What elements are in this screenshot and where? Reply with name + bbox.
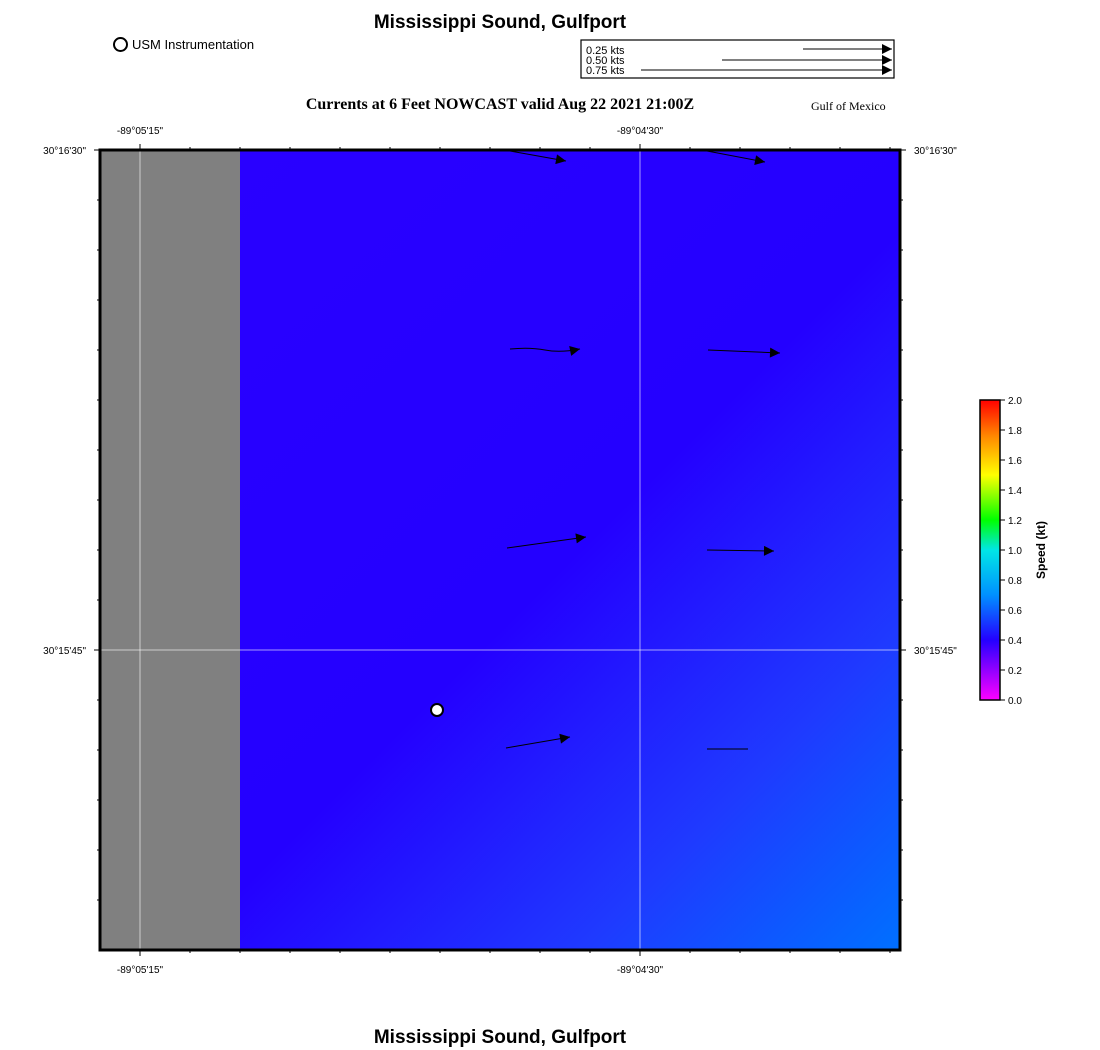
colorbar-tick-label: 0.2	[1008, 666, 1022, 677]
lat-label-right-1: 30°16'30"	[914, 146, 957, 157]
colorbar-tick-label: 1.0	[1008, 546, 1022, 557]
map-frame: -89°05'15" -89°04'30" -89°05'15" -89°04'…	[43, 126, 957, 976]
colorbar-tick-label: 0.0	[1008, 696, 1022, 707]
colorbar-tick-label: 1.8	[1008, 426, 1022, 437]
current-arrow	[505, 733, 571, 749]
map-title: Currents at 6 Feet NOWCAST valid Aug 22 …	[305, 96, 695, 113]
colorbar-tick-label: 1.6	[1008, 456, 1022, 467]
lat-label-left-2: 30°15'45"	[43, 646, 86, 657]
lat-label-right-2: 30°15'45"	[914, 646, 957, 657]
lon-label-top-2: -89°04'30"	[617, 126, 664, 137]
station-marker-icon	[113, 37, 128, 52]
speed-colorbar: 0.0 0.2 0.4 0.6 0.8 1.0 1.2 1.4 1.6 1.8 2.0	[979, 396, 1022, 707]
colorbar-scale	[979, 399, 1001, 701]
current-arrow	[509, 150, 567, 165]
colorbar-tick-label: 0.8	[1008, 576, 1022, 587]
station-legend-label: USM Instrumentation	[132, 37, 255, 52]
scale-label-075: 0.75 kts	[586, 65, 625, 77]
lon-label-top-1: -89°05'15"	[117, 126, 164, 137]
colorbar-tick-label: 1.4	[1008, 486, 1022, 497]
current-arrow	[506, 533, 587, 549]
vector-scale-legend: 0.25 kts 0.50 kts 0.75 kts	[580, 39, 895, 79]
lat-label-left-1: 30°16'30"	[43, 146, 86, 157]
colorbar-tick-label: 2.0	[1008, 396, 1022, 407]
colorbar-tick-label: 0.4	[1008, 636, 1022, 647]
colorbar-tick-label: 0.6	[1008, 606, 1022, 617]
map-ticks	[94, 144, 906, 956]
station-legend: USM Instrumentation	[113, 37, 254, 52]
usm-station-marker[interactable]	[430, 703, 444, 717]
scale-label-050: 0.50 kts	[586, 55, 625, 67]
footer-title: Mississippi Sound, Gulfport	[373, 1027, 627, 1048]
land-area	[100, 150, 240, 950]
current-arrow	[706, 150, 766, 166]
current-arrow	[707, 347, 781, 358]
current-arrow	[706, 545, 775, 556]
scale-label-025: 0.25 kts	[586, 45, 625, 57]
lon-label-bottom-1: -89°05'15"	[117, 965, 164, 976]
current-arrow	[509, 346, 581, 356]
current-vectors	[505, 150, 781, 750]
lon-label-bottom-2: -89°04'30"	[617, 965, 664, 976]
region-label: Gulf of Mexico	[811, 99, 886, 113]
page-title: Mississippi Sound, Gulfport	[373, 12, 627, 33]
colorbar-tick-label: 1.2	[1008, 516, 1022, 527]
colorbar-label: Speed (kt)	[1034, 520, 1048, 580]
